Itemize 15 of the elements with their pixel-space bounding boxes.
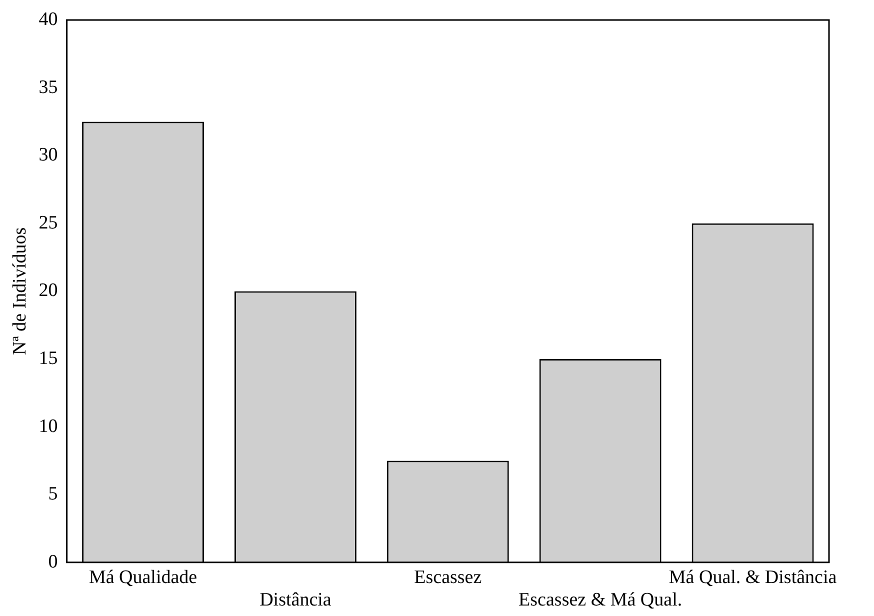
y-tick-label: 15 [38,348,58,369]
x-tick-label: Escassez [414,566,482,588]
y-tick-label: 5 [48,484,58,505]
y-tick-label: 25 [38,212,58,234]
y-tick-label: 30 [38,144,58,166]
y-axis-title: Nª de Indivíduos [9,227,30,356]
x-tick-label: Distância [260,590,332,611]
y-tick-label: 35 [38,76,58,98]
y-tick-label: 0 [48,551,58,572]
x-tick-label: Má Qualidade [88,566,198,588]
y-tick-label: 20 [38,280,58,302]
y-tick-label: 40 [38,8,58,30]
x-tick-label: Escassez & Má Qual. [518,590,682,611]
x-tick-label: Má Qual. & Distância [668,566,838,588]
y-tick-label: 10 [38,416,58,437]
